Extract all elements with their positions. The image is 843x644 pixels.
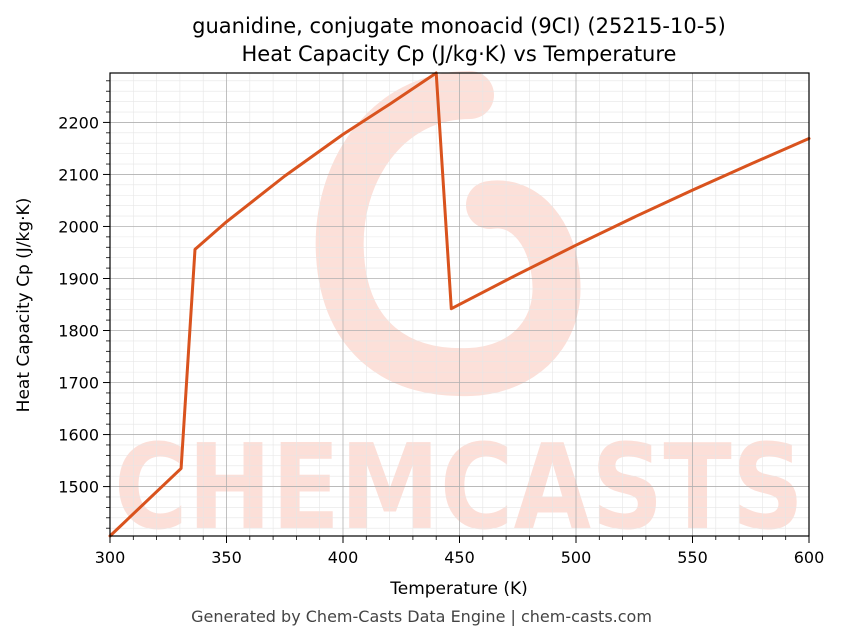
y-tick-label: 2000: [58, 217, 99, 236]
y-axis-label: Heat Capacity Cp (J/kg·K): [14, 198, 34, 413]
x-tick-label: 350: [211, 548, 242, 567]
footer-credit: Generated by Chem-Casts Data Engine | ch…: [191, 607, 652, 626]
x-tick-label: 400: [328, 548, 359, 567]
y-tick-label: 1600: [58, 426, 99, 445]
watermark-text: CHEMCASTS: [114, 418, 804, 556]
chart-title: guanidine, conjugate monoacid (9CI) (252…: [192, 14, 726, 38]
y-tick-label: 1800: [58, 322, 99, 341]
ticks-layer: 300 350 400 450 500 550 600 1500 1600 1700 1800 190…: [58, 80, 825, 567]
x-tick-label: 500: [561, 548, 592, 567]
x-tick-label: 600: [794, 548, 825, 567]
y-tick-label: 1700: [58, 374, 99, 393]
x-tick-label: 450: [444, 548, 475, 567]
chart-subtitle: Heat Capacity Cp (J/kg·K) vs Temperature: [242, 42, 677, 66]
x-tick-label: 300: [95, 548, 126, 567]
y-tick-label: 1900: [58, 269, 99, 288]
y-tick-label: 1500: [58, 478, 99, 497]
y-tick-label: 2200: [58, 113, 99, 132]
x-tick-label: 550: [677, 548, 708, 567]
y-tick-label: 2100: [58, 165, 99, 184]
x-axis-label: Temperature (K): [389, 579, 528, 599]
